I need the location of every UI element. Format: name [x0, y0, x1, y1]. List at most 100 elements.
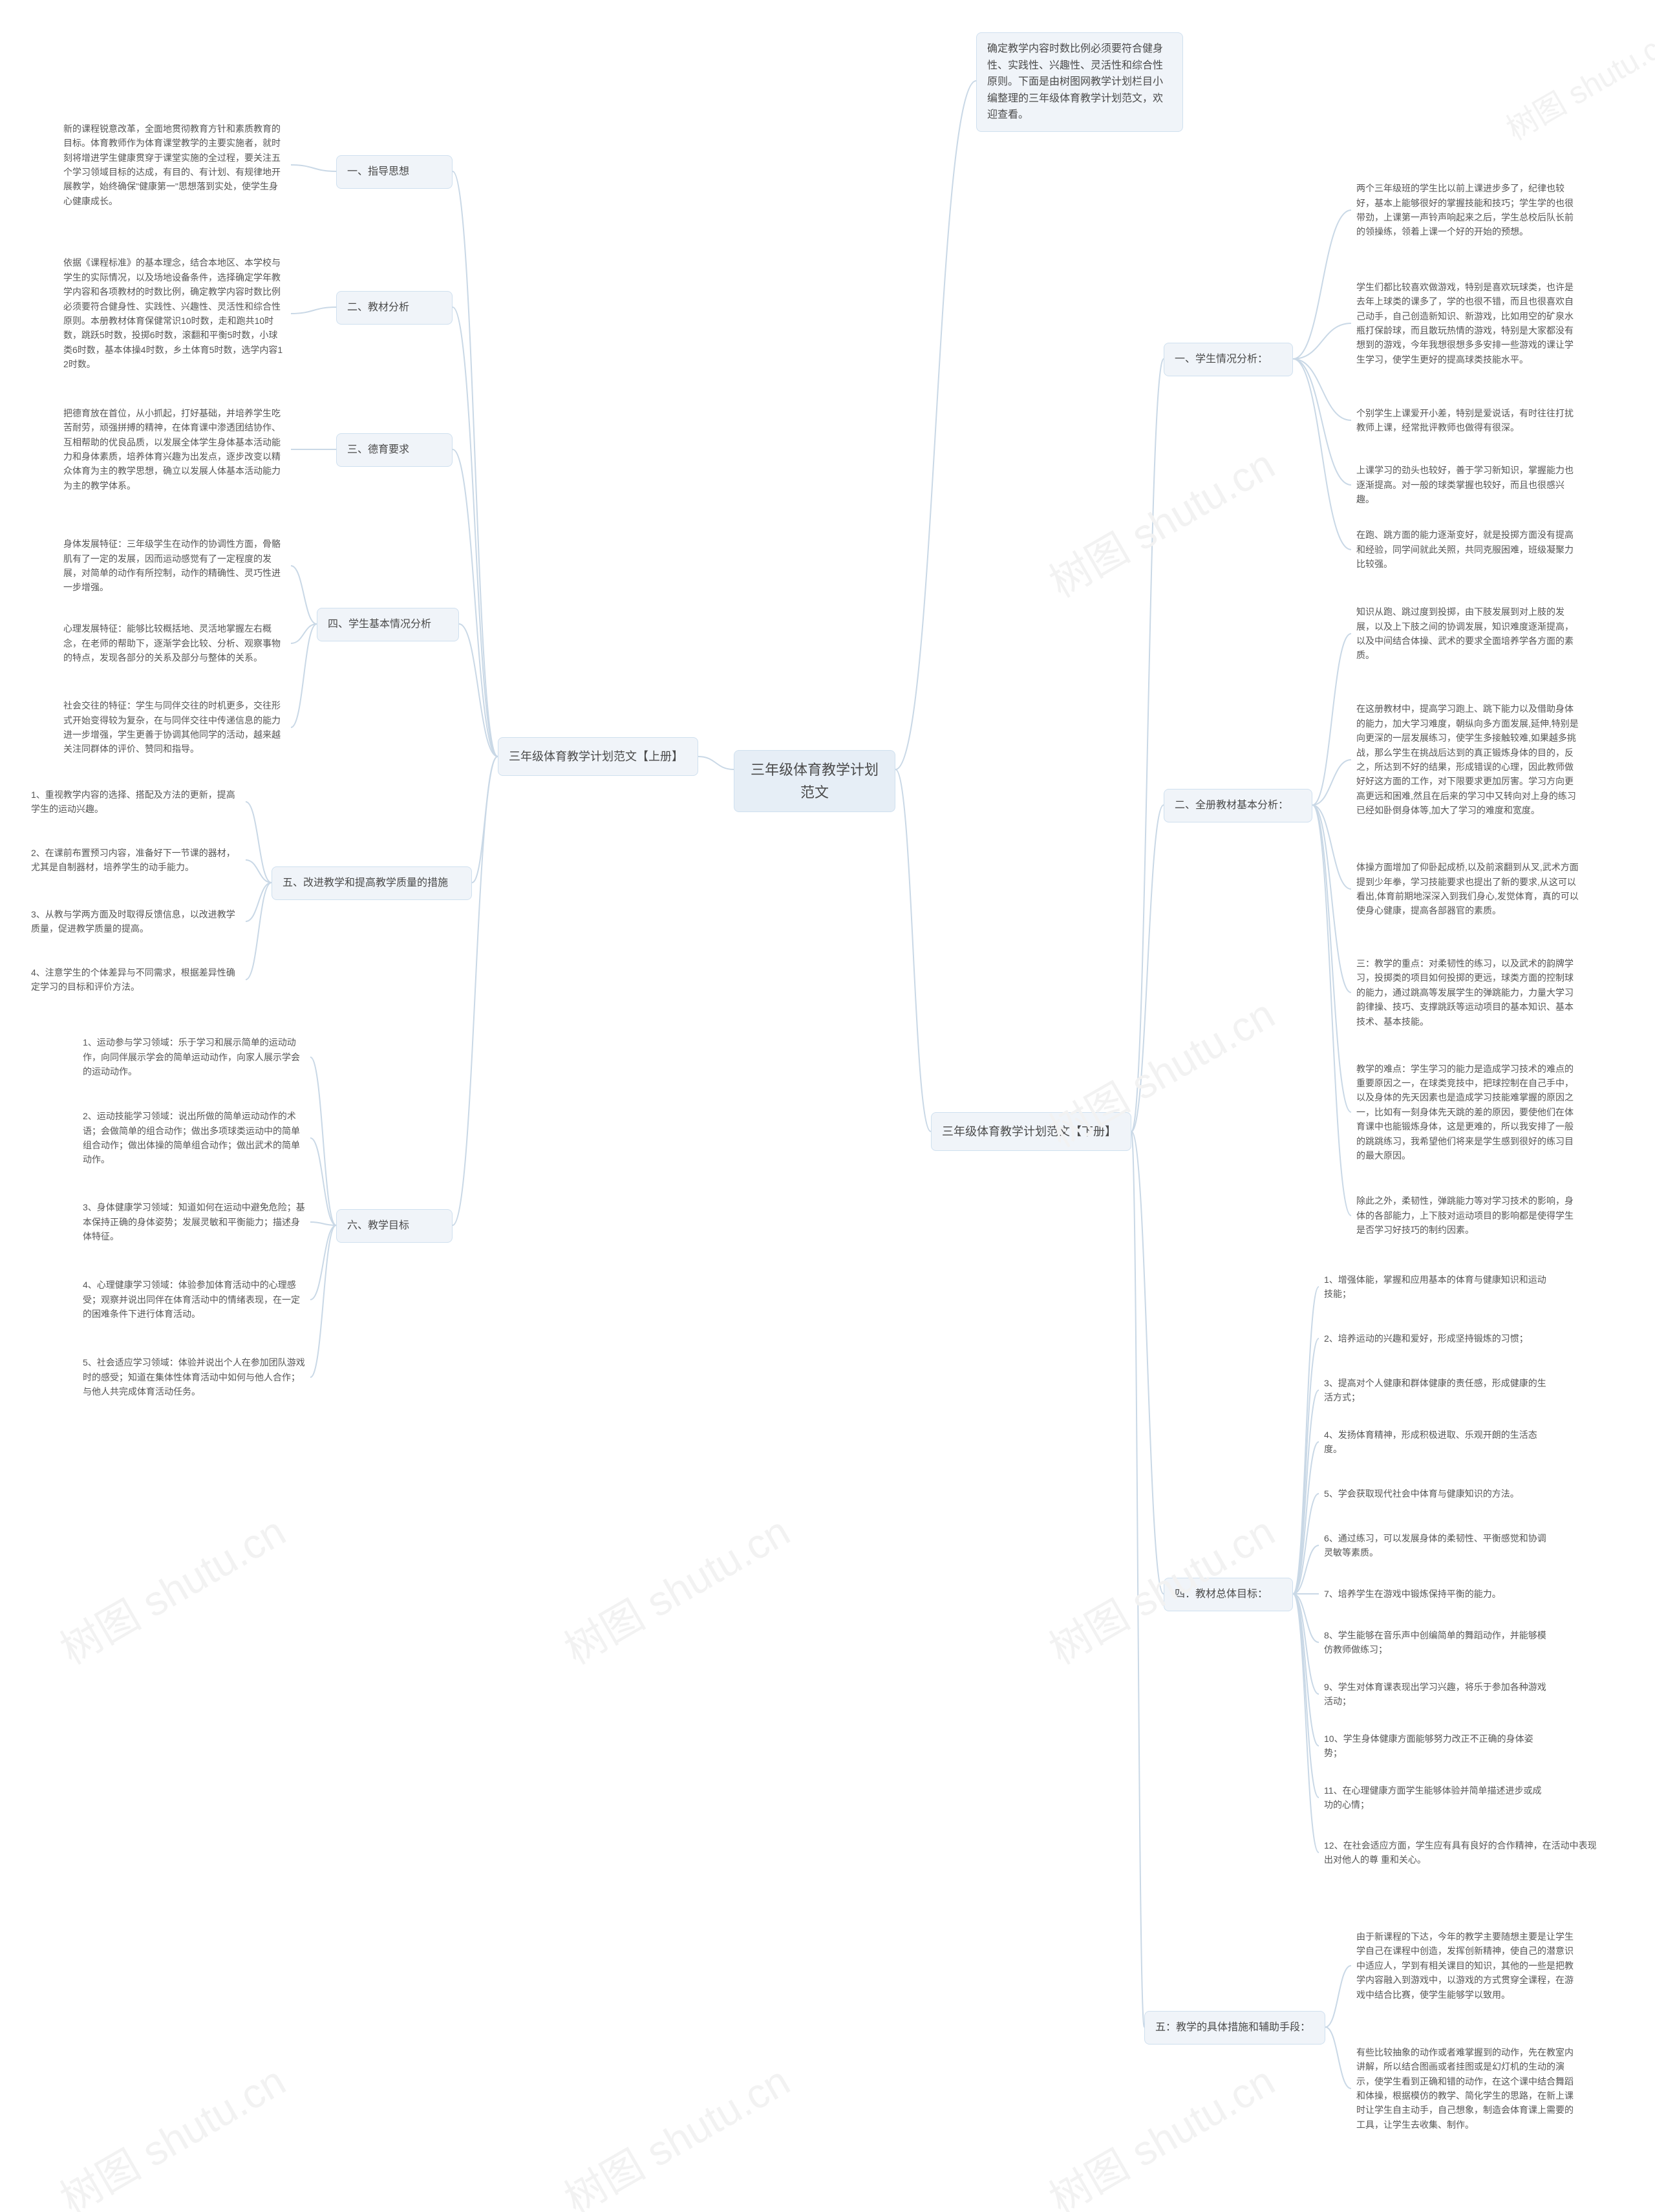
- left-cat-4-leaf-0: 1、重视教学内容的选择、搭配及方法的更新，提高学生的运动兴趣。: [26, 782, 246, 821]
- right-cat-1-leaf-2: 体操方面增加了仰卧起成桥,以及前滚翻到从叉,武术方面提到少年拳，学习技能要求也提…: [1351, 847, 1584, 931]
- right-cat-2-leaf-10-label: 11、在心理健康方面学生能够体验并简单描述进步或成功的心情；: [1324, 1783, 1546, 1812]
- left-branch-node: 三年级体育教学计划范文【上册】: [498, 737, 698, 776]
- right-cat-2-leaf-6-label: 7、培养学生在游戏中锻炼保持平衡的能力。: [1324, 1587, 1501, 1601]
- right-cat-1-leaf-5-label: 除此之外，柔韧性，弹跳能力等对学习技术的影响，身体的各部能力，上下肢对运动项目的…: [1356, 1194, 1579, 1237]
- left-cat-3-leaf-2-label: 社会交往的特征：学生与同伴交往的时机更多，交往形式开始变得较为复杂，在与同伴交往…: [63, 698, 286, 757]
- left-cat-1: 二、教材分析: [336, 291, 453, 325]
- watermark-3: 树图 shutu.cn: [552, 2048, 799, 2212]
- right-cat-2-leaf-3: 4、发扬体育精神，形成积极进取、乐观开朗的生活态度。: [1319, 1423, 1552, 1461]
- right-cat-1-leaf-2-label: 体操方面增加了仰卧起成桥,以及前滚翻到从叉,武术方面提到少年拳，学习技能要求也提…: [1356, 860, 1579, 918]
- left-cat-1-leaf-0: 依据《课程标准》的基本理念，结合本地区、本学校与学生的实际情况，以及场地设备条件…: [58, 246, 291, 381]
- right-cat-1-leaf-1: 在这册教材中，提高学习跑上、跳下能力以及借助身体的能力，加大学习难度，朝纵向多方…: [1351, 685, 1584, 834]
- left-cat-2-label: 三、德育要求: [347, 442, 409, 458]
- left-cat-4-leaf-1: 2、在课前布置预习内容，准备好下一节课的器材，尤其是自制器材，培养学生的动手能力…: [26, 834, 246, 886]
- right-cat-3: 五：教学的具体措施和辅助手段：: [1144, 2011, 1325, 2045]
- right-cat-3-label: 五：教学的具体措施和辅助手段：: [1155, 2019, 1310, 2036]
- root-label: 三年级体育教学计划范文: [745, 758, 884, 804]
- right-cat-2-leaf-1: 2、培养运动的兴趣和爱好，形成坚持锻炼的习惯；: [1319, 1319, 1552, 1358]
- left-cat-4-leaf-2-label: 3、从教与学两方面及时取得反馈信息，以改进教学质量，促进教学质量的提高。: [31, 907, 240, 936]
- right-cat-2-leaf-8: 9、学生对体育课表现出学习兴趣，将乐于参加各种游戏活动；: [1319, 1675, 1552, 1713]
- root-node: 三年级体育教学计划范文: [734, 750, 895, 812]
- left-cat-3-label: 四、学生基本情况分析: [328, 616, 431, 633]
- right-cat-0-leaf-2: 个别学生上课爱开小差，特别是爱说话，有时往往打扰教师上课，经常批评教师也做得有很…: [1351, 394, 1584, 446]
- left-cat-3-leaf-2: 社会交往的特征：学生与同伴交往的时机更多，交往形式开始变得较为复杂，在与同伴交往…: [58, 685, 291, 769]
- left-cat-5-leaf-2-label: 3、身体健康学习领域：知道如何在运动中避免危险；基本保持正确的身体姿势；发展灵敏…: [83, 1200, 305, 1243]
- left-cat-2: 三、德育要求: [336, 433, 453, 467]
- right-cat-1-leaf-0: 知识从跑、跳过度到投掷，由下肢发展到对上肢的发展，以及上下肢之间的协调发展，知识…: [1351, 595, 1584, 672]
- left-cat-5-leaf-0: 1、运动参与学习领域：乐于学习和展示简单的运动动作，向同伴展示学会的简单运动动作…: [78, 1028, 310, 1086]
- left-cat-0: 一、指导思想: [336, 155, 453, 189]
- left-cat-1-leaf-0-label: 依据《课程标准》的基本理念，结合本地区、本学校与学生的实际情况，以及场地设备条件…: [63, 255, 286, 371]
- left-branch-label: 三年级体育教学计划范文【上册】: [509, 747, 683, 766]
- right-cat-2-leaf-7-label: 8、学生能够在音乐声中创编简单的舞蹈动作，并能够模仿教师做练习；: [1324, 1628, 1546, 1657]
- right-cat-0-leaf-2-label: 个别学生上课爱开小差，特别是爱说话，有时往往打扰教师上课，经常批评教师也做得有很…: [1356, 406, 1579, 435]
- right-branch-node: 三年级体育教学计划范文【下册】: [931, 1112, 1131, 1151]
- left-cat-0-label: 一、指导思想: [347, 164, 409, 180]
- right-cat-2-leaf-11: 12、在社会适应方面，学生应有具有良好的合作精神，在活动中表现出对他人的尊 重和…: [1319, 1830, 1610, 1875]
- right-cat-0-leaf-3: 上课学习的劲头也较好，善于学习新知识，掌握能力也逐渐提高。对一般的球类掌握也较好…: [1351, 459, 1584, 511]
- left-cat-2-leaf-0: 把德育放在首位，从小抓起，打好基础，并培养学生吃苦耐劳，顽强拼搏的精神，在体育课…: [58, 394, 291, 504]
- watermark-7: 树图 shutu.cn: [1037, 2048, 1284, 2212]
- right-cat-2-leaf-10: 11、在心理健康方面学生能够体验并简单描述进步或成功的心情；: [1319, 1778, 1552, 1817]
- left-cat-5-leaf-1: 2、运动技能学习领域：说出所做的简单运动动作的术语；会做简单的组合动作；做出多项…: [78, 1099, 310, 1177]
- left-cat-4-leaf-1-label: 2、在课前布置预习内容，准备好下一节课的器材，尤其是自制器材，培养学生的动手能力…: [31, 846, 240, 875]
- right-cat-2-leaf-5-label: 6、通过练习，可以发展身体的柔韧性、平衡感觉和协调灵敏等素质。: [1324, 1531, 1546, 1560]
- right-cat-2-leaf-2: 3、提高对个人健康和群体健康的责任感，形成健康的生活方式；: [1319, 1371, 1552, 1410]
- right-cat-2-leaf-8-label: 9、学生对体育课表现出学习兴趣，将乐于参加各种游戏活动；: [1324, 1680, 1546, 1709]
- right-cat-2-leaf-0-label: 1、增强体能，掌握和应用基本的体育与健康知识和运动技能；: [1324, 1272, 1546, 1302]
- right-cat-0-leaf-4: 在跑、跳方面的能力逐渐变好，就是投掷方面没有提高和经验，同学间就此关照，共同克服…: [1351, 524, 1584, 575]
- right-intro-text: 确定教学内容时数比例必须要符合健身性、实践性、兴趣性、灵活性和综合性原则。下面是…: [987, 41, 1172, 123]
- left-cat-1-label: 二、教材分析: [347, 299, 409, 316]
- watermark-2: 树图 shutu.cn: [552, 1499, 799, 1676]
- right-cat-2-leaf-1-label: 2、培养运动的兴趣和爱好，形成坚持锻炼的习惯；: [1324, 1331, 1528, 1346]
- right-cat-3-leaf-0: 由于新课程的下达，今年的教学主要随想主要是让学生学自己在课程中创造，发挥创新精神…: [1351, 1914, 1584, 2017]
- left-cat-4-label: 五、改进教学和提高教学质量的措施: [283, 875, 448, 892]
- right-cat-2-leaf-4-label: 5、学会获取现代社会中体育与健康知识的方法。: [1324, 1487, 1519, 1501]
- right-cat-2: 四：教材总体目标：: [1164, 1578, 1293, 1611]
- right-cat-2-leaf-0: 1、增强体能，掌握和应用基本的体育与健康知识和运动技能；: [1319, 1267, 1552, 1306]
- watermark-8: 树图 shutu.cn: [1497, 16, 1655, 149]
- left-cat-0-leaf-0-label: 新的课程锐意改革，全面地贯彻教育方针和素质教育的目标。体育教师作为体育课堂教学的…: [63, 122, 286, 208]
- left-cat-5-leaf-2: 3、身体健康学习领域：知道如何在运动中避免危险；基本保持正确的身体姿势；发展灵敏…: [78, 1190, 310, 1254]
- left-cat-3-leaf-1: 心理发展特征：能够比较概括地、灵活地掌握左右概念，在老师的帮助下，逐渐学会比较、…: [58, 608, 291, 679]
- left-cat-5-leaf-4: 5、社会适应学习领域：体验并说出个人在参加团队游戏时的感受；知道在集体性体育活动…: [78, 1345, 310, 1410]
- left-cat-3-leaf-0: 身体发展特征：三年级学生在动作的协调性方面，骨骼肌有了一定的发展，因而运动感觉有…: [58, 530, 291, 601]
- left-cat-5: 六、教学目标: [336, 1209, 453, 1243]
- right-cat-1-leaf-4: 教学的难点：学生学习的能力是造成学习技术的难点的重要原因之一，在球类竞技中，把球…: [1351, 1054, 1584, 1170]
- right-cat-1-leaf-5: 除此之外，柔韧性，弹跳能力等对学习技术的影响，身体的各部能力，上下肢对运动项目的…: [1351, 1183, 1584, 1248]
- right-cat-3-leaf-1: 有些比较抽象的动作或者难掌握到的动作，先在教室内讲解，所以结合图画或者挂图或是幻…: [1351, 2030, 1584, 2147]
- right-cat-1-label: 二、全册教材基本分析：: [1175, 797, 1288, 814]
- left-cat-0-leaf-0: 新的课程锐意改革，全面地贯彻教育方针和素质教育的目标。体育教师作为体育课堂教学的…: [58, 110, 291, 220]
- right-cat-1-leaf-3: 三：教学的重点：对柔韧性的练习，以及武术的韵牌学习，投掷类的项目如何投掷的更远，…: [1351, 944, 1584, 1041]
- right-cat-2-leaf-7: 8、学生能够在音乐声中创编简单的舞蹈动作，并能够模仿教师做练习；: [1319, 1623, 1552, 1662]
- right-cat-0-leaf-1-label: 学生们都比较喜欢做游戏，特别是喜欢玩球类，也许是去年上球类的课多了，学的也很不错…: [1356, 280, 1579, 367]
- right-intro-node: 确定教学内容时数比例必须要符合健身性、实践性、兴趣性、灵活性和综合性原则。下面是…: [976, 32, 1183, 132]
- right-cat-3-leaf-1-label: 有些比较抽象的动作或者难掌握到的动作，先在教室内讲解，所以结合图画或者挂图或是幻…: [1356, 2045, 1579, 2132]
- left-cat-4-leaf-3-label: 4、注意学生的个体差异与不同需求，根据差异性确定学习的目标和评价方法。: [31, 965, 240, 994]
- left-cat-3-leaf-0-label: 身体发展特征：三年级学生在动作的协调性方面，骨骼肌有了一定的发展，因而运动感觉有…: [63, 537, 286, 595]
- right-cat-0: 一、学生情况分析：: [1164, 343, 1293, 376]
- right-cat-2-leaf-5: 6、通过练习，可以发展身体的柔韧性、平衡感觉和协调灵敏等素质。: [1319, 1526, 1552, 1565]
- left-cat-5-leaf-4-label: 5、社会适应学习领域：体验并说出个人在参加团队游戏时的感受；知道在集体性体育活动…: [83, 1355, 305, 1399]
- left-cat-2-leaf-0-label: 把德育放在首位，从小抓起，打好基础，并培养学生吃苦耐劳，顽强拼搏的精神，在体育课…: [63, 406, 286, 493]
- left-cat-5-label: 六、教学目标: [347, 1218, 409, 1234]
- left-cat-5-leaf-0-label: 1、运动参与学习领域：乐于学习和展示简单的运动动作，向同伴展示学会的简单运动动作…: [83, 1035, 305, 1079]
- right-cat-1-leaf-0-label: 知识从跑、跳过度到投掷，由下肢发展到对上肢的发展，以及上下肢之间的协调发展，知识…: [1356, 605, 1579, 663]
- watermark-4: 树图 shutu.cn: [1037, 432, 1284, 609]
- right-cat-0-label: 一、学生情况分析：: [1175, 351, 1268, 368]
- right-cat-2-label: 四：教材总体目标：: [1175, 1586, 1268, 1603]
- right-cat-0-leaf-0: 两个三年级班的学生比以前上课进步多了，纪律也较好，基本上能够很好的掌握技能和技巧…: [1351, 168, 1584, 252]
- right-cat-2-leaf-11-label: 12、在社会适应方面，学生应有具有良好的合作精神，在活动中表现出对他人的尊 重和…: [1324, 1838, 1605, 1867]
- right-cat-0-leaf-4-label: 在跑、跳方面的能力逐渐变好，就是投掷方面没有提高和经验，同学间就此关照，共同克服…: [1356, 528, 1579, 571]
- left-cat-4-leaf-3: 4、注意学生的个体差异与不同需求，根据差异性确定学习的目标和评价方法。: [26, 957, 246, 1002]
- right-cat-2-leaf-6: 7、培养学生在游戏中锻炼保持平衡的能力。: [1319, 1578, 1552, 1610]
- right-cat-1-leaf-4-label: 教学的难点：学生学习的能力是造成学习技术的难点的重要原因之一，在球类竞技中，把球…: [1356, 1062, 1579, 1163]
- right-cat-2-leaf-9-label: 10、学生身体健康方面能够努力改正不正确的身体姿势；: [1324, 1732, 1546, 1761]
- right-cat-0-leaf-0-label: 两个三年级班的学生比以前上课进步多了，纪律也较好，基本上能够很好的掌握技能和技巧…: [1356, 181, 1579, 239]
- right-cat-2-leaf-3-label: 4、发扬体育精神，形成积极进取、乐观开朗的生活态度。: [1324, 1428, 1546, 1457]
- left-cat-4-leaf-0-label: 1、重视教学内容的选择、搭配及方法的更新，提高学生的运动兴趣。: [31, 788, 240, 817]
- left-cat-5-leaf-3: 4、心理健康学习领域：体验参加体育活动中的心理感受；观察并说出同伴在体育活动中的…: [78, 1267, 310, 1332]
- right-branch-label: 三年级体育教学计划范文【下册】: [942, 1122, 1116, 1141]
- right-cat-2-leaf-9: 10、学生身体健康方面能够努力改正不正确的身体姿势；: [1319, 1726, 1552, 1765]
- right-cat-0-leaf-1: 学生们都比较喜欢做游戏，特别是喜欢玩球类，也许是去年上球类的课多了，学的也很不错…: [1351, 265, 1584, 381]
